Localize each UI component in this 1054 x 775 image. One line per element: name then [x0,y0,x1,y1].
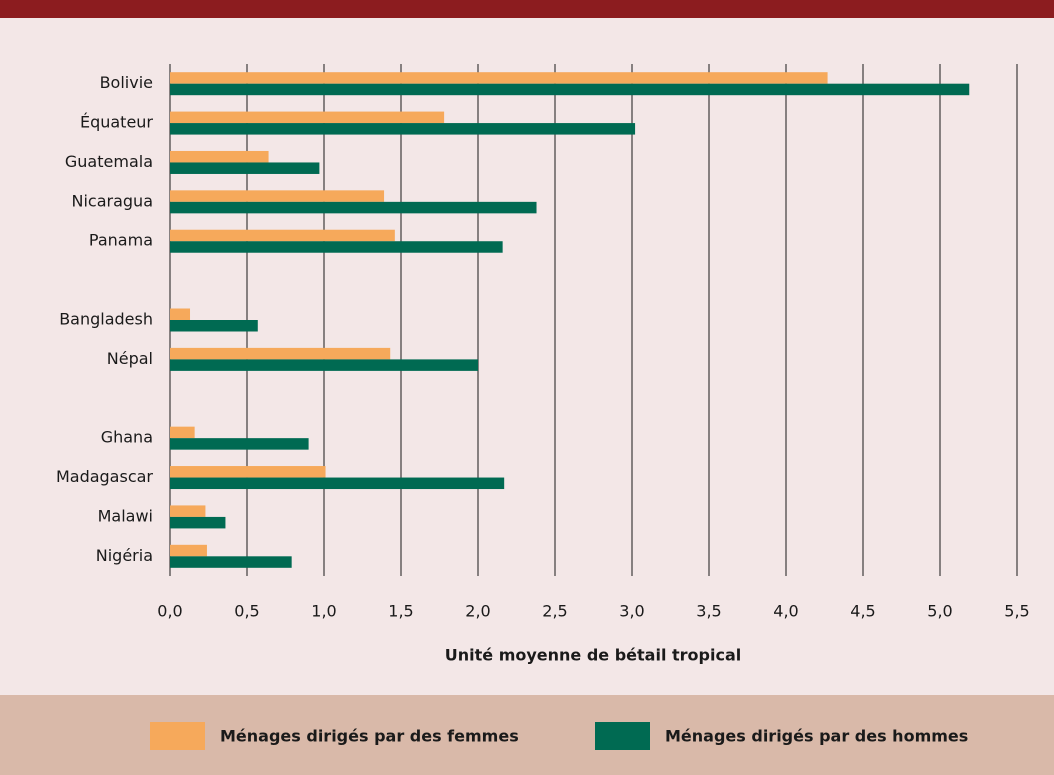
y-tick-label: Panama [89,231,153,250]
x-tick-label: 1,5 [388,602,413,621]
y-tick-label: Guatemala [65,152,153,171]
y-tick-label: Malawi [98,506,153,525]
bar [170,190,385,202]
x-tick-label: 1,0 [311,602,336,621]
y-tick-label: Bolivie [100,73,153,92]
bar [170,466,326,478]
bar [170,438,309,450]
bar [170,505,206,517]
x-tick-label: 5,0 [927,602,952,621]
bar [170,241,503,253]
bar [170,516,226,529]
bar [170,83,970,96]
y-tick-label: Équateur [80,113,153,132]
legend-label: Ménages dirigés par des hommes [665,727,968,746]
bar [170,320,258,332]
bar [170,229,395,242]
y-tick-label: Ghana [101,428,153,447]
bar [170,426,195,439]
bar [170,123,636,135]
top-band [0,0,1054,18]
bar [170,477,505,490]
bar [170,162,320,174]
bar [170,359,478,371]
y-tick-label: Nicaragua [72,191,154,210]
x-tick-label: 3,5 [696,602,721,621]
x-tick-label: 0,5 [234,602,259,621]
bar [170,150,269,163]
bar [170,308,191,320]
bar [170,111,445,124]
x-tick-label: 3,0 [619,602,644,621]
y-tick-label: Népal [107,349,153,368]
bar [170,347,391,360]
legend-label: Ménages dirigés par des femmes [220,727,519,746]
y-tick-label: Madagascar [56,467,153,486]
x-axis-label: Unité moyenne de bétail tropical [445,646,741,665]
bar [170,72,828,84]
legend-swatch [595,722,650,750]
x-tick-label: 4,0 [773,602,798,621]
bar [170,556,292,568]
legend-swatch [150,722,205,750]
x-tick-label: 2,5 [542,602,567,621]
x-tick-label: 2,0 [465,602,490,621]
bar [170,544,207,557]
x-tick-label: 5,5 [1004,602,1029,621]
bar [170,201,537,214]
x-tick-label: 4,5 [850,602,875,621]
x-tick-label: 0,0 [157,602,182,621]
y-tick-label: Bangladesh [59,310,153,329]
y-tick-label: Nigéria [96,546,153,565]
